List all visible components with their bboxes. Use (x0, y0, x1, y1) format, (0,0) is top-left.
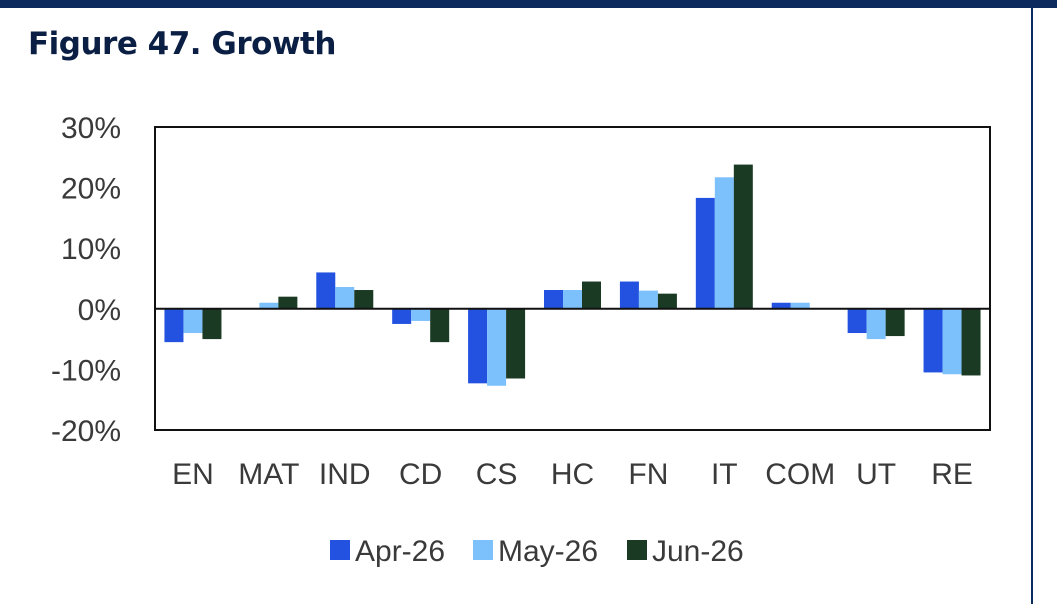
bar (164, 308, 184, 343)
y-tick-label: 10% (61, 233, 121, 266)
y-tick-label: -10% (51, 354, 121, 387)
x-category-label: MAT (238, 458, 299, 491)
x-category-label: IT (711, 458, 738, 491)
bar (202, 308, 222, 340)
bar (847, 308, 867, 334)
x-category-label: CD (399, 458, 442, 491)
bar (430, 308, 450, 343)
bar (563, 290, 582, 309)
x-category-label: IND (319, 458, 371, 491)
bar (354, 290, 374, 309)
x-category-label: FN (628, 458, 668, 491)
bar (619, 281, 639, 309)
legend-label: Jun-26 (652, 535, 744, 568)
bar (695, 197, 715, 309)
bar (885, 308, 905, 337)
bar (411, 308, 431, 321)
bar (259, 302, 279, 309)
bar (392, 308, 412, 324)
y-tick-label: 0% (78, 294, 121, 327)
legend-label: May-26 (498, 535, 598, 568)
bar (316, 272, 336, 309)
legend-swatch (627, 540, 647, 560)
y-tick-label: 30% (61, 112, 121, 145)
bar (733, 164, 753, 309)
bar (278, 296, 298, 309)
x-category-label: UT (856, 458, 896, 491)
right-border-rule (1031, 8, 1033, 604)
y-tick-label: -20% (51, 415, 121, 448)
legend-swatch (473, 540, 493, 560)
bar (506, 308, 526, 379)
x-category-label: COM (765, 458, 835, 491)
legend-label: Apr-26 (355, 535, 445, 568)
bar (487, 308, 507, 386)
x-category-label: HC (551, 458, 594, 491)
bar (923, 308, 943, 373)
bar (790, 302, 810, 309)
x-category-label: RE (931, 458, 973, 491)
bar (771, 302, 791, 309)
top-accent-band (0, 0, 1057, 8)
bar (582, 281, 601, 309)
bar (183, 308, 203, 334)
bar (335, 286, 355, 309)
bar (961, 308, 981, 376)
y-tick-label: 20% (61, 173, 121, 206)
bar (942, 308, 962, 375)
bar (657, 293, 677, 309)
bar (638, 290, 658, 309)
plot-frame (154, 126, 991, 431)
legend-swatch (330, 540, 350, 560)
bar (468, 308, 488, 384)
bar (866, 308, 886, 340)
x-category-label: CS (476, 458, 518, 491)
x-category-label: EN (172, 458, 214, 491)
bar (714, 177, 734, 309)
page-title: Figure 47. Growth (28, 26, 336, 62)
bar (544, 290, 563, 309)
